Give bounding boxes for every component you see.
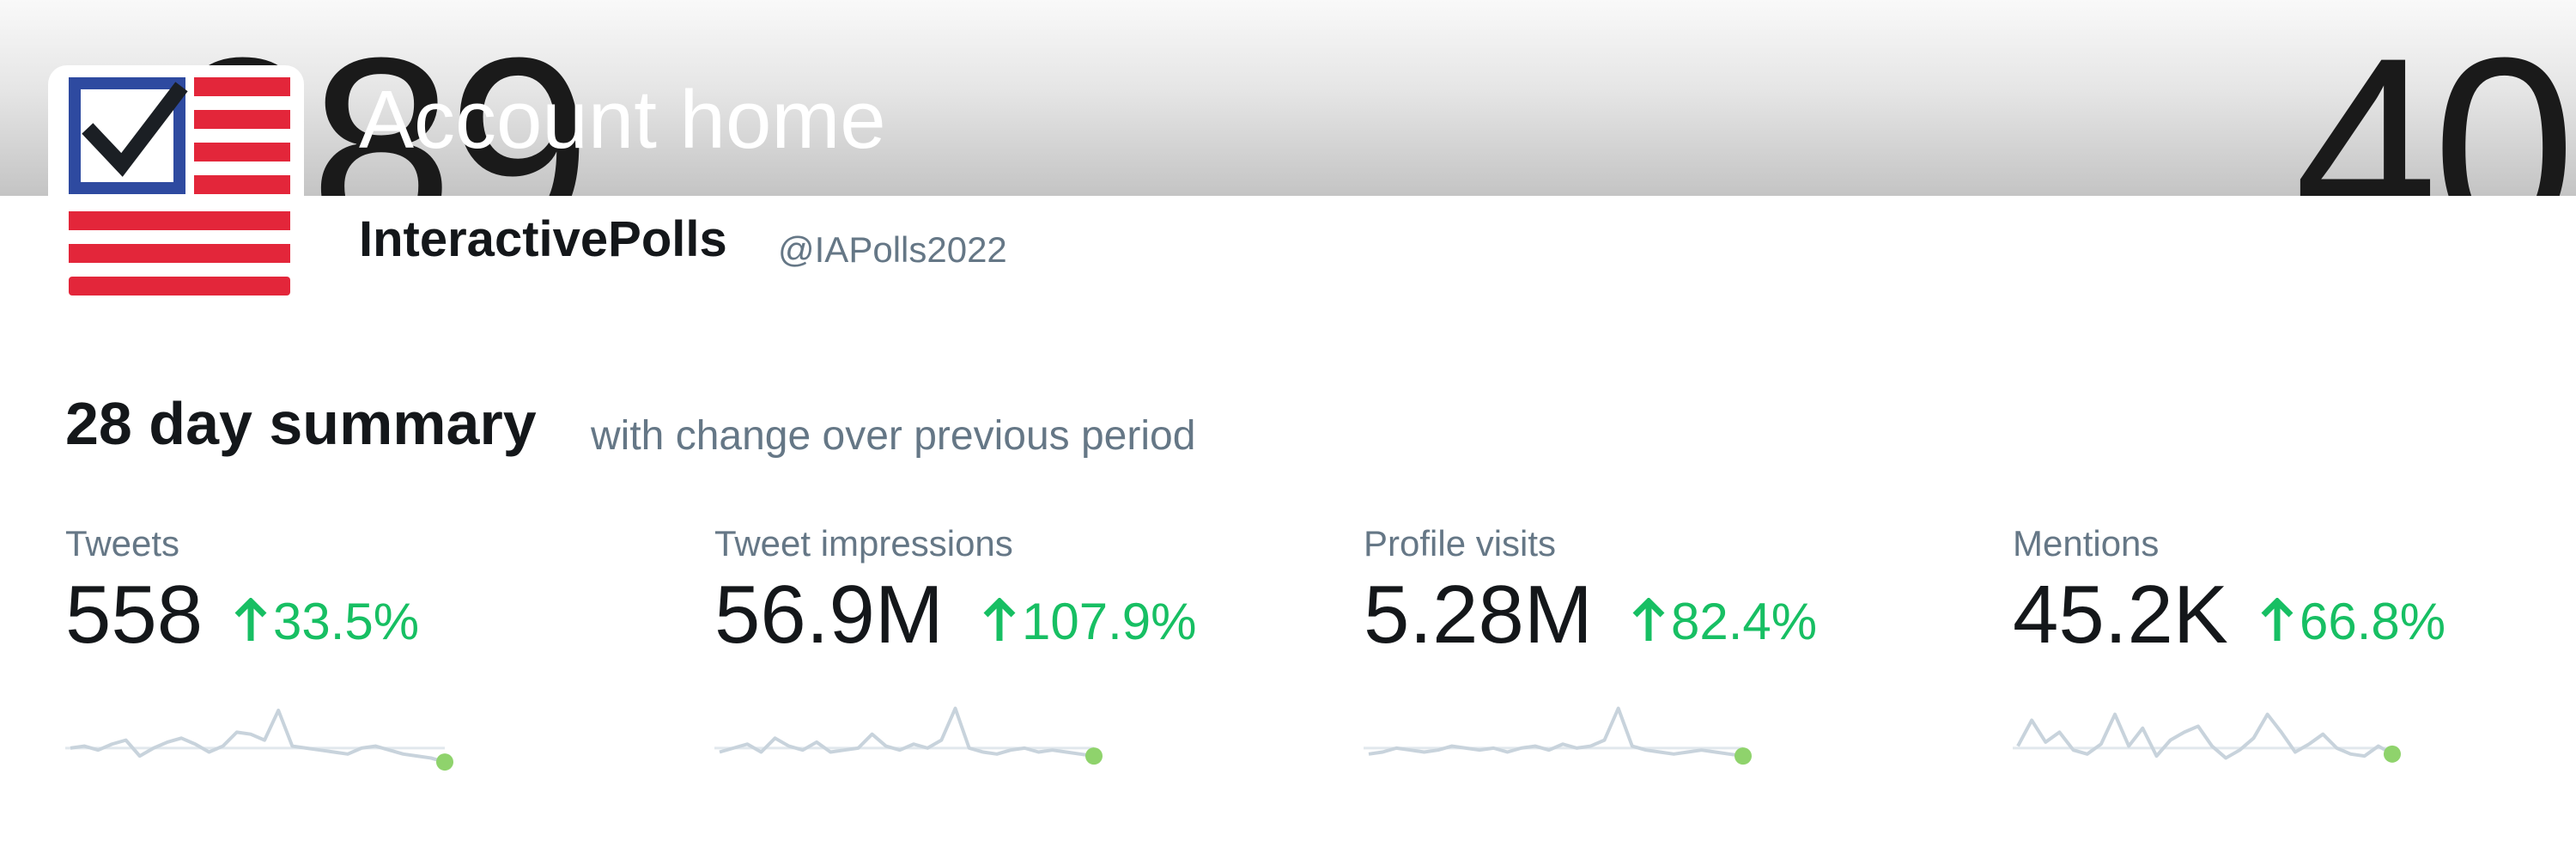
stat-change-value: 33.5%: [273, 593, 420, 650]
sparkline-end-point: [1085, 747, 1103, 765]
stat-label: Mentions: [2013, 523, 2160, 564]
stat-value: 5.28M: [1364, 569, 1593, 661]
profile-visits-sparkline: [1364, 706, 1752, 765]
stat-change-value: 82.4%: [1671, 593, 1818, 650]
page-title: Account home: [359, 74, 886, 166]
stat-label: Tweets: [65, 523, 180, 564]
sparkline-series: [70, 708, 446, 764]
sparkline-series: [719, 706, 1095, 758]
tweet-impressions-sparkline: [714, 706, 1103, 765]
sparkline-end-point: [436, 753, 453, 771]
sparkline-series: [2016, 712, 2393, 760]
stat-card-mentions: Mentions 45.2K 66.8%: [2013, 526, 2576, 783]
arrow-up-icon: [983, 598, 1016, 641]
stat-change-value: 66.8%: [2300, 593, 2446, 650]
stat-label: Profile visits: [1364, 523, 1557, 564]
stat-card-tweet-impressions: Tweet impressions 56.9M 107.9%: [714, 526, 1315, 783]
account-name[interactable]: InteractivePolls: [359, 211, 727, 267]
stat-change: 107.9%: [982, 596, 1197, 648]
stat-change: 33.5%: [234, 596, 419, 648]
tweets-sparkline: [65, 708, 453, 771]
account-handle[interactable]: @IAPolls2022: [778, 229, 1007, 270]
stat-value: 45.2K: [2013, 569, 2228, 661]
arrow-up-icon: [234, 598, 267, 641]
arrow-up-icon: [2261, 598, 2293, 641]
stat-value: 558: [65, 569, 204, 661]
header-banner: 389 40 Account home: [0, 0, 2576, 196]
stat-change-value: 107.9%: [1022, 593, 1197, 650]
stat-card-profile-visits: Profile visits 5.28M 82.4%: [1364, 526, 1965, 783]
arrow-up-icon: [1632, 598, 1665, 641]
ballot-flag-icon: [69, 77, 290, 295]
stat-value: 56.9M: [714, 569, 944, 661]
banner-background-number: 40: [2294, 3, 2576, 196]
sparkline-end-point: [1735, 747, 1752, 765]
avatar[interactable]: [48, 65, 304, 313]
stat-change: 66.8%: [2260, 596, 2445, 648]
stat-label: Tweet impressions: [714, 523, 1013, 564]
sparkline-end-point: [2384, 745, 2401, 763]
summary-subtitle: with change over previous period: [591, 413, 1196, 459]
mentions-sparkline: [2013, 712, 2401, 763]
stat-change: 82.4%: [1631, 596, 1817, 648]
summary-title: 28 day summary: [65, 390, 537, 457]
stat-card-tweets: Tweets 558 33.5%: [65, 526, 666, 783]
sparkline-series: [1368, 706, 1744, 758]
